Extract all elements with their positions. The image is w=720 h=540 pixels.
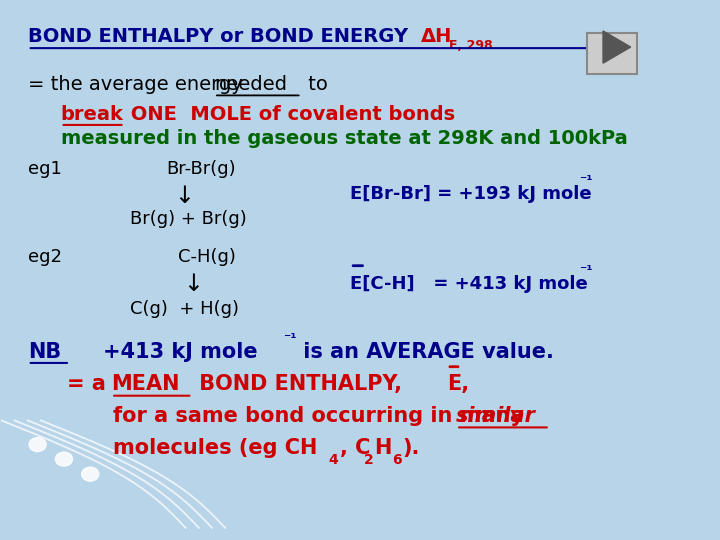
Text: E, 298: E, 298 [449,39,492,52]
Text: ONE  MOLE of covalent bonds: ONE MOLE of covalent bonds [125,105,456,124]
Text: measured in the gaseous state at 298K and 100kPa: measured in the gaseous state at 298K an… [60,129,627,148]
Text: ⁻¹: ⁻¹ [579,174,592,188]
Text: BOND ENTHALPY,: BOND ENTHALPY, [192,374,410,394]
Text: ↓: ↓ [183,272,203,296]
Text: , C: , C [340,438,370,458]
Text: C(g)  + H(g): C(g) + H(g) [130,300,239,318]
Text: similar: similar [456,406,536,426]
Text: eg1: eg1 [27,160,62,178]
Text: H: H [374,438,392,458]
Text: is an AVERAGE value.: is an AVERAGE value. [297,342,554,362]
Text: +413 kJ mole: +413 kJ mole [104,342,258,362]
Text: eg2: eg2 [27,248,62,266]
Text: C-H(g): C-H(g) [178,248,235,266]
Circle shape [81,467,99,481]
Text: break: break [60,105,124,124]
Text: = a: = a [67,374,113,394]
FancyBboxPatch shape [588,33,637,74]
Text: ⁻¹: ⁻¹ [579,264,592,278]
Text: needed: needed [214,75,287,94]
Text: E,: E, [447,374,469,394]
Text: for a same bond occurring in many: for a same bond occurring in many [113,406,531,426]
Text: 4: 4 [328,453,338,467]
Text: Br-Br(g): Br-Br(g) [166,160,235,178]
Text: ).: ). [402,438,420,458]
Text: molecules (eg CH: molecules (eg CH [113,438,318,458]
Text: BOND ENTHALPY or BOND ENERGY: BOND ENTHALPY or BOND ENERGY [27,27,415,46]
Text: ↓: ↓ [174,184,194,208]
Text: ΔH: ΔH [420,27,452,46]
Text: 6: 6 [392,453,401,467]
Text: E[C-H]   = +413 kJ mole: E[C-H] = +413 kJ mole [350,275,588,293]
Polygon shape [603,31,631,63]
Text: Br(g) + Br(g): Br(g) + Br(g) [130,210,246,228]
Text: 2: 2 [364,453,374,467]
Text: to: to [302,75,328,94]
Circle shape [29,437,46,451]
Text: NB: NB [27,342,61,362]
Text: E[Br-Br] = +193 kJ mole: E[Br-Br] = +193 kJ mole [350,185,592,203]
Text: MEAN: MEAN [112,374,180,394]
Text: ⁻¹: ⁻¹ [283,332,297,346]
Text: = the average energy: = the average energy [27,75,248,94]
Circle shape [55,452,73,466]
